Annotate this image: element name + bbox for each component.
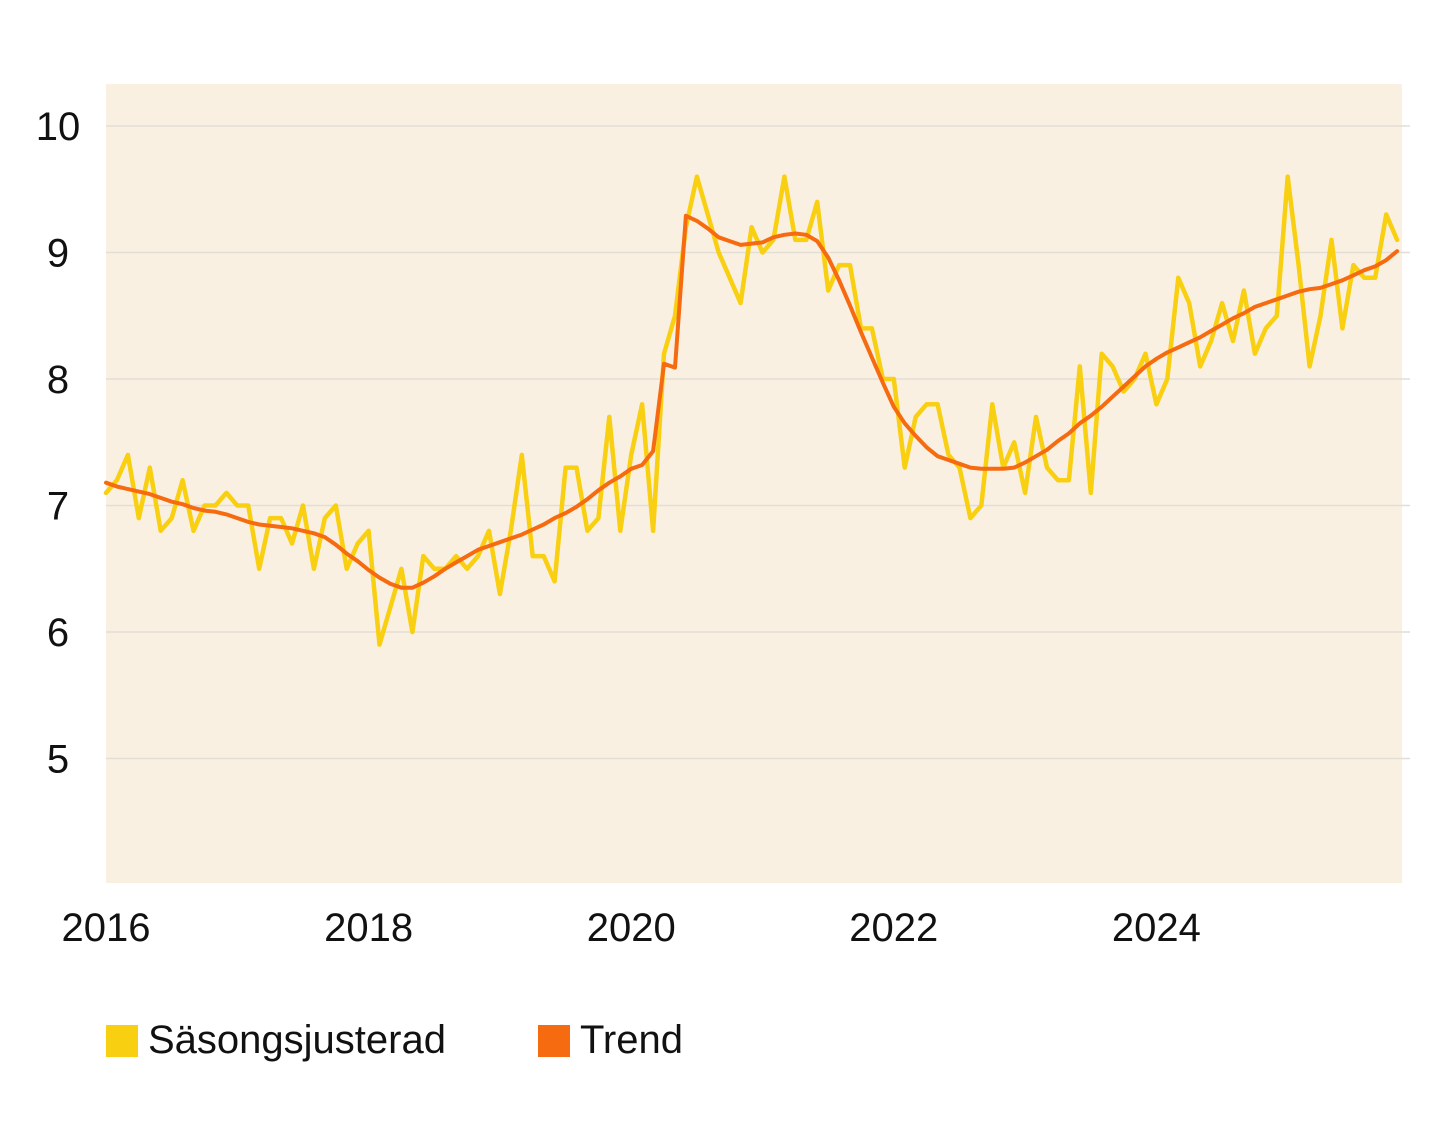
- legend: Säsongsjusterad Trend: [106, 1018, 775, 1063]
- legend-label-sasongsjusterad: Säsongsjusterad: [148, 1018, 446, 1062]
- x-tick-label: 2022: [849, 906, 938, 950]
- x-tick-label: 2024: [1112, 906, 1201, 950]
- plot-background: [106, 84, 1402, 883]
- x-tick-label: 2020: [587, 906, 676, 950]
- y-tick-label: 7: [47, 485, 69, 529]
- y-axis-tick-labels: 5 6 7 8 9 10: [36, 105, 81, 782]
- y-tick-label: 10: [36, 105, 81, 149]
- x-tick-label: 2016: [62, 906, 151, 950]
- y-tick-label: 9: [47, 232, 69, 276]
- y-tick-label: 6: [47, 611, 69, 655]
- x-tick-label: 2018: [324, 906, 413, 950]
- legend-item-trend: Trend: [537, 1018, 683, 1063]
- legend-swatch-sasongsjusterad: [106, 1024, 138, 1057]
- gridlines: [106, 125, 1410, 760]
- y-tick-label: 5: [47, 738, 69, 782]
- legend-item-sasongsjusterad: Säsongsjusterad: [106, 1018, 446, 1063]
- series-line-trend: [104, 213, 1400, 590]
- legend-label-trend: Trend: [579, 1018, 683, 1062]
- series-lines: [103, 174, 1400, 647]
- y-tick-label: 8: [47, 358, 69, 402]
- x-axis-tick-labels: 2016 2018 2020 2022 2024: [62, 906, 1201, 950]
- legend-swatch-trend: [537, 1024, 570, 1057]
